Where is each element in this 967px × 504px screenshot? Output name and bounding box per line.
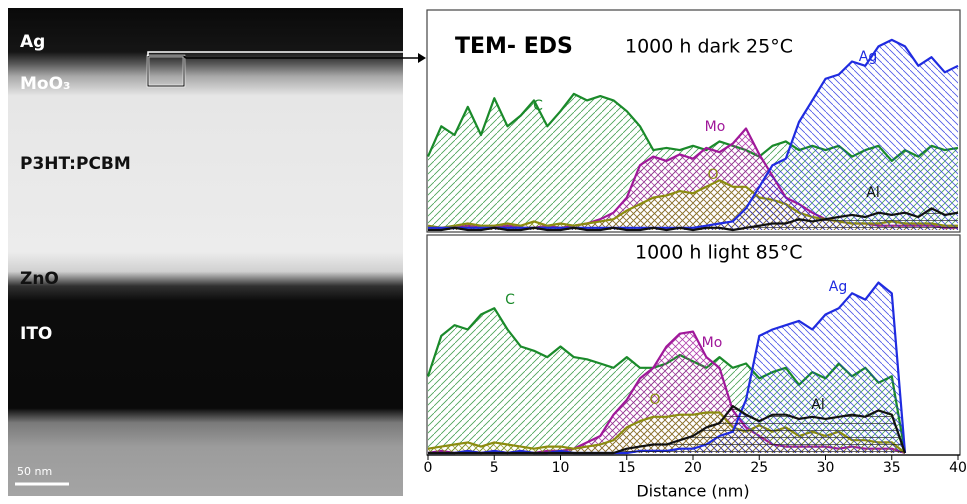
- eds-charts: C Mo O Ag Al TEM- EDS 1000 h dark 25°C C Mo O Ag Al…: [424, 9, 967, 501]
- series-line: [428, 38, 959, 229]
- series-label: Ag: [859, 49, 877, 65]
- series-label: Al: [866, 185, 879, 201]
- x-tick-label: 20: [684, 460, 702, 476]
- connector: [147, 51, 425, 56]
- x-axis-label: Distance (nm): [636, 482, 749, 501]
- series-line: [428, 207, 959, 232]
- area-fill: [428, 282, 905, 453]
- area-fill: [428, 331, 905, 453]
- scale-bar-label: 50 nm: [17, 465, 52, 478]
- zoom-box-outline: [147, 55, 185, 87]
- area-fill: [428, 180, 958, 230]
- layer-label: Ag: [20, 32, 45, 52]
- x-tick-label: 40: [949, 460, 967, 476]
- layer-label: MoO₃: [20, 74, 71, 94]
- chart-subtitle: 1000 h dark 25°C: [625, 36, 793, 58]
- x-tick-label: 5: [490, 460, 499, 476]
- series-label: Mo: [702, 335, 723, 351]
- series-label: Ag: [829, 279, 847, 295]
- series-label: C: [505, 292, 515, 308]
- area-fill: [428, 128, 958, 230]
- series-label: O: [707, 167, 718, 183]
- layer-label: ITO: [20, 324, 52, 344]
- tem-image: Ag MoO₃ P3HT:PCBM ZnO ITO 50 nm: [8, 8, 403, 496]
- x-tick-label: 15: [618, 460, 636, 476]
- series-label: Al: [811, 397, 824, 413]
- area-fill: [428, 208, 958, 230]
- area-fill: [428, 39, 958, 231]
- x-tick-label: 0: [424, 460, 433, 476]
- x-tick-label: 25: [750, 460, 768, 476]
- series-label: O: [649, 392, 660, 408]
- connector: [183, 55, 418, 59]
- series-label: C: [533, 98, 543, 114]
- layer-label: ZnO: [20, 269, 59, 289]
- layer-label: P3HT:PCBM: [20, 154, 131, 174]
- series-line: [428, 405, 907, 455]
- series-label: Mo: [705, 119, 726, 135]
- chart-title: 1000 h light 85°C: [635, 242, 803, 264]
- x-tick-label: 10: [552, 460, 570, 476]
- chart-title: TEM- EDS: [455, 34, 573, 59]
- arrow-head: [418, 53, 426, 63]
- tem-micrograph: [8, 8, 403, 496]
- x-tick-label: 30: [817, 460, 835, 476]
- area-fill: [428, 406, 905, 453]
- x-tick-label: 35: [883, 460, 901, 476]
